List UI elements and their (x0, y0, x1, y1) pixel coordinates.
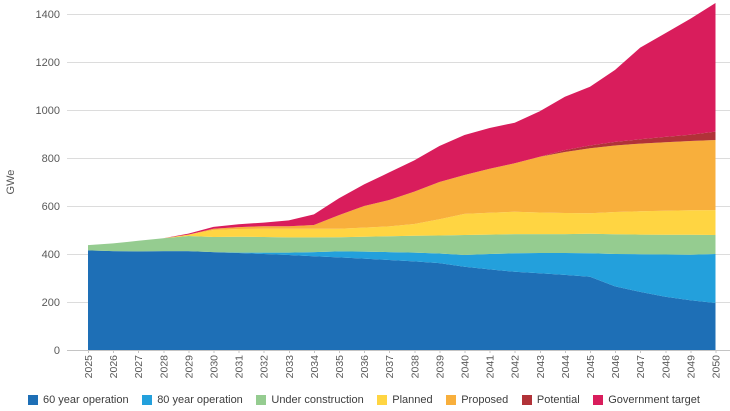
x-tick-label-2042: 2042 (510, 355, 522, 379)
y-tick-label-1200: 1200 (36, 57, 60, 69)
x-tick-label-2025: 2025 (83, 355, 95, 379)
legend-swatch-80-year-operation (142, 395, 153, 405)
x-tick-label-2044: 2044 (560, 355, 572, 379)
area-planned (88, 210, 716, 246)
x-tick-label-2036: 2036 (359, 355, 371, 379)
y-axis-title: GWe (5, 170, 17, 195)
x-tick-label-2045: 2045 (585, 355, 597, 379)
x-tick-label-2048: 2048 (660, 355, 672, 379)
x-tick-label-2026: 2026 (108, 355, 120, 379)
x-tick-label-2047: 2047 (635, 355, 647, 379)
x-tick-label-2040: 2040 (460, 355, 472, 379)
legend-swatch-government-target (593, 395, 604, 405)
legend-swatch-proposed (446, 395, 457, 405)
x-tick-label-2050: 2050 (711, 355, 723, 379)
legend-item-planned: Planned (377, 393, 433, 406)
y-tick-label-1000: 1000 (36, 105, 60, 117)
x-tick-label-2027: 2027 (133, 355, 145, 379)
x-tick-label-2049: 2049 (685, 355, 697, 379)
legend-swatch-60-year-operation (28, 395, 38, 405)
area-proposed (88, 140, 716, 246)
x-tick-label-2034: 2034 (309, 355, 321, 379)
y-tick-label-400: 400 (42, 249, 60, 261)
x-tick-label-2031: 2031 (234, 355, 246, 379)
x-tick-label-2035: 2035 (334, 355, 346, 379)
y-tick-label-600: 600 (42, 201, 60, 213)
x-tick-label-2028: 2028 (158, 355, 170, 379)
x-axis-tick-labels: 2025 2026 2027 2028 2029 2030 2031 2032 2033 2034… (83, 350, 723, 378)
legend-item-under-construction: Under construction (256, 393, 364, 406)
legend-item-80-year-operation: 80 year operation (142, 393, 243, 406)
legend-label-60-year-operation: 60 year operation (43, 393, 129, 406)
x-tick-label-2038: 2038 (409, 355, 421, 379)
y-axis-tick-labels: 0 200 400 600 800 1000 1200 1400 (36, 9, 60, 357)
legend-label-potential: Potential (536, 393, 580, 406)
y-tick-label-800: 800 (42, 153, 60, 165)
area-80-year-operation (88, 250, 716, 303)
legend-item-60-year-operation: 60 year operation (28, 393, 129, 406)
x-tick-label-2032: 2032 (259, 355, 271, 379)
legend-label-planned: Planned (392, 393, 433, 406)
y-tick-label-200: 200 (42, 297, 60, 309)
legend-item-potential: Potential (521, 393, 580, 406)
legend-swatch-under-construction (256, 395, 267, 405)
y-tick-label-1400: 1400 (36, 9, 60, 21)
x-tick-label-2039: 2039 (434, 355, 446, 379)
chart-legend: 60 year operation 80 year operation Under … (0, 391, 730, 409)
legend-label-80-year-operation: 80 year operation (157, 393, 243, 406)
area-series (88, 3, 716, 350)
x-tick-label-2046: 2046 (610, 355, 622, 379)
area-60-year-operation (88, 250, 716, 350)
x-tick-label-2029: 2029 (183, 355, 195, 379)
x-tick-label-2043: 2043 (535, 355, 547, 379)
x-tick-label-2033: 2033 (284, 355, 296, 379)
area-under-construction (88, 233, 716, 255)
y-tick-label-0: 0 (54, 345, 60, 357)
legend-label-under-construction: Under construction (271, 393, 364, 406)
x-tick-label-2041: 2041 (485, 355, 497, 379)
legend-item-proposed: Proposed (446, 393, 509, 406)
legend-label-proposed: Proposed (461, 393, 509, 406)
area-government-target (88, 3, 716, 246)
legend-swatch-planned (377, 395, 388, 405)
legend-item-government-target: Government target (593, 393, 700, 406)
x-tick-label-2037: 2037 (384, 355, 396, 379)
x-tick-label-2030: 2030 (209, 355, 221, 379)
legend-label-government-target: Government target (608, 393, 700, 406)
legend-swatch-potential (521, 395, 532, 405)
